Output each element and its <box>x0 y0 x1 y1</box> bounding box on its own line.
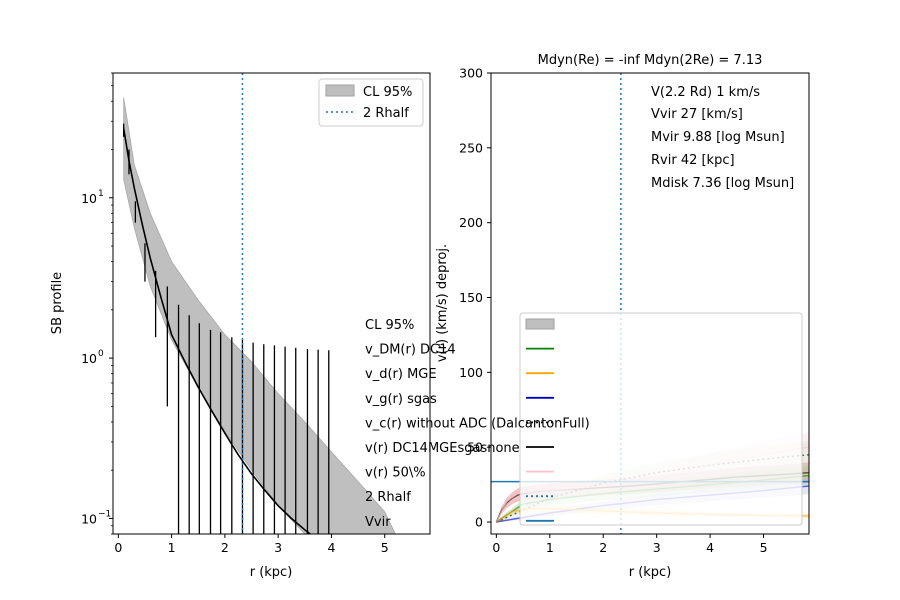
model-line <box>122 128 311 534</box>
annotation-v22rd: V(2.2 Rd) 1 km/s <box>651 85 760 100</box>
x-tick-label: 4 <box>706 540 714 555</box>
x-tick-label: 3 <box>274 540 282 555</box>
plot-frame <box>112 72 431 535</box>
legend-label-6: v(r) 50\% <box>365 466 426 481</box>
legend-label-band: CL 95% <box>363 85 412 100</box>
legend: CL 95% 2 Rhalf <box>318 78 424 127</box>
y-tick-label: 50 <box>467 440 483 455</box>
legend: CL 95% v_DM(r) DC14 v_d(r) MGE v_g(r) sgas v… <box>365 312 803 530</box>
legend-label-0: CL 95% <box>365 318 414 333</box>
legend-swatch-0 <box>525 318 555 330</box>
x-tick-label: 4 <box>327 540 335 555</box>
y-tick-label: 0 <box>475 515 483 530</box>
legend-label-rhalf: 2 Rhalf <box>363 106 409 121</box>
error-bars <box>123 123 330 534</box>
annotation-mvir: Mvir 9.88 [log Msun] <box>651 130 785 145</box>
y-tick-exponent: 1 <box>98 189 104 199</box>
y-tick-label: 200 <box>459 215 483 230</box>
legend-label-4: v_c(r) without ADC (DalcantonFull) <box>365 416 590 431</box>
y-ticks: 0 50 100 150 200 250 300 <box>459 66 491 530</box>
legend-label-3: v_g(r) sgas <box>365 392 437 407</box>
x-tick-label: 1 <box>546 540 554 555</box>
band-swatch <box>325 84 355 97</box>
chart-title: Mdyn(Re) = -inf Mdyn(2Re) = 7.13 <box>538 53 763 68</box>
annotations: V(2.2 Rd) 1 km/s Vvir 27 [km/s] Mvir 9.8… <box>651 85 794 191</box>
y-tick-label: 250 <box>459 140 483 155</box>
x-tick-label: 2 <box>221 540 229 555</box>
model-curve <box>122 128 311 534</box>
legend-label-7: 2 Rhalf <box>365 490 411 505</box>
x-tick-label: 1 <box>168 540 176 555</box>
velocity-panel: 0 1 2 3 4 5 0 50 100 150 200 250 300 r (kpc) v(r) (… <box>365 53 810 580</box>
y-tick-label: 150 <box>459 290 483 305</box>
y-tick-label: 10 <box>81 511 97 526</box>
x-tick-label: 5 <box>381 540 389 555</box>
y-tick-exponent: −1 <box>98 509 111 519</box>
x-axis-label: r (kpc) <box>250 565 293 580</box>
y-tick-label: 100 <box>459 365 483 380</box>
legend-label-8: Vvir <box>365 515 391 530</box>
annotation-vvir: Vvir 27 [km/s] <box>651 107 743 122</box>
plot-frame <box>490 72 810 535</box>
y-tick-label: 10 <box>81 351 97 366</box>
x-tick-label: 3 <box>653 540 661 555</box>
y-tick-exponent: 0 <box>98 349 104 359</box>
y-axis-label: v(r) (km/s) deproj. <box>435 244 450 362</box>
annotation-mdisk: Mdisk 7.36 [log Msun] <box>651 176 794 191</box>
y-tick-label: 300 <box>459 66 483 81</box>
annotation-rvir: Rvir 42 [kpc] <box>651 153 735 168</box>
x-ticks: 0 1 2 3 4 5 <box>114 534 389 555</box>
x-tick-label: 0 <box>492 540 500 555</box>
x-tick-label: 0 <box>114 540 122 555</box>
x-tick-label: 2 <box>599 540 607 555</box>
legend-label-5: v(r) DC14MGEsgasnone <box>365 441 520 456</box>
x-axis-label: r (kpc) <box>629 565 672 580</box>
x-tick-label: 5 <box>760 540 768 555</box>
x-ticks: 0 1 2 3 4 5 <box>492 534 768 555</box>
legend-label-2: v_d(r) MGE <box>365 367 437 382</box>
y-axis-label: SB profile <box>50 272 65 334</box>
legend-label-1: v_DM(r) DC14 <box>365 343 456 358</box>
y-tick-label: 10 <box>81 191 97 206</box>
